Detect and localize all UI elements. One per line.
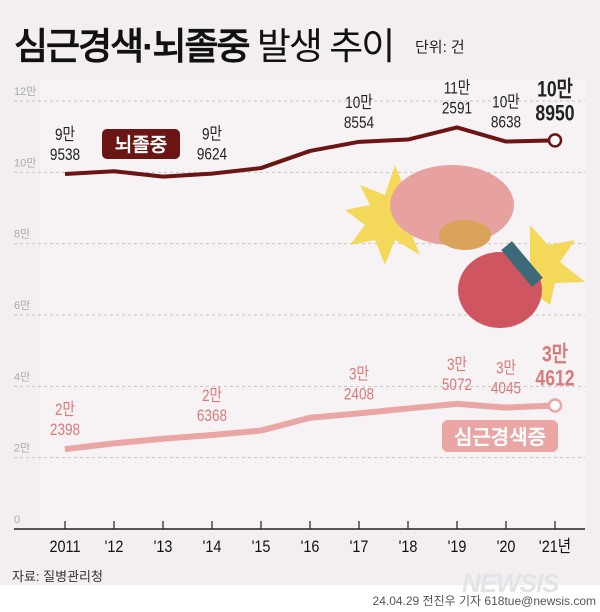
- data-label-line2: 2408: [344, 385, 374, 404]
- burst-icon: [530, 225, 585, 305]
- x-tick-label: '14: [203, 538, 222, 556]
- x-tick-label: '21년: [539, 537, 571, 556]
- x-tick-label: '12: [105, 538, 124, 556]
- series-endpoint: [547, 133, 563, 148]
- data-label-line2: 8638: [491, 113, 521, 132]
- x-tick-label: '20: [497, 538, 516, 556]
- unit-label: 단위: 건: [415, 39, 465, 56]
- data-label-line1: 9만: [202, 124, 222, 144]
- data-label-line1: 3만: [349, 364, 369, 384]
- data-label-line2: 8950: [535, 102, 574, 126]
- data-label-line2: 2398: [50, 421, 80, 440]
- data-label-line1: 10만: [537, 77, 573, 102]
- legend-label-stroke: 뇌졸중: [115, 134, 167, 156]
- data-label-line1: 3만: [542, 342, 568, 367]
- legend-badge-stroke: [102, 129, 180, 159]
- data-label-line2: 8554: [344, 113, 375, 132]
- data-label-line2: 4612: [535, 367, 574, 391]
- y-tick-label: 2만: [14, 442, 30, 455]
- legend-badge-heart: [442, 420, 558, 452]
- y-tick-label: 0: [14, 514, 20, 526]
- data-label-line1: 10만: [492, 92, 520, 112]
- x-tick-label: '13: [154, 538, 173, 556]
- cerebellum-icon: [439, 220, 491, 250]
- legend-label-heart: 심근경색증: [454, 426, 546, 449]
- data-label-line2: 6368: [197, 407, 227, 426]
- data-label-line1: 2만: [202, 385, 222, 405]
- title-bold: 심근경색·뇌졸중: [14, 26, 251, 67]
- title-light: 발생 추이: [256, 26, 395, 67]
- data-label-line2: 9624: [197, 145, 228, 164]
- y-tick-label: 8만: [14, 228, 30, 241]
- y-tick-label: 4만: [14, 370, 30, 383]
- x-tick-label: '15: [252, 538, 271, 556]
- x-tick-label: 2011: [49, 538, 80, 556]
- artery-icon: [501, 241, 543, 287]
- line-chart: 0 2만 4만 6만 8만 10만 12만 2011 '12 '13 '14 '15 '16 '17 '18…: [14, 77, 585, 556]
- y-tick-label: 6만: [14, 299, 30, 312]
- data-label-line2: 9538: [50, 146, 80, 165]
- x-tick-label: '16: [301, 538, 320, 556]
- source-text: 자료: 질병관리청: [12, 569, 103, 584]
- x-tick-label: '17: [350, 538, 369, 556]
- newsis-logo-watermark: NEWSIS: [462, 568, 560, 598]
- credit-text: 24.04.29 전진우 기자 618tue@newsis.com: [372, 594, 596, 608]
- y-tick-label: 12만: [14, 85, 36, 98]
- y-tick-label: 10만: [14, 156, 36, 169]
- data-label-line2: 5072: [442, 376, 472, 395]
- data-label-line1: 3만: [447, 354, 467, 374]
- data-label-line2: 4045: [491, 379, 521, 398]
- data-label-line1: 2만: [55, 400, 75, 420]
- x-tick-label: '18: [399, 538, 418, 556]
- x-tick-label: '19: [448, 538, 467, 556]
- data-label-line1: 11만: [444, 78, 471, 98]
- series-endpoint: [547, 398, 563, 413]
- data-label-line1: 10만: [345, 92, 373, 112]
- data-label-line2: 2591: [442, 99, 472, 118]
- chart-title: 심근경색·뇌졸중 발생 추이: [14, 16, 395, 70]
- data-label-line1: 9만: [55, 125, 75, 145]
- data-label-line1: 3만: [496, 358, 516, 378]
